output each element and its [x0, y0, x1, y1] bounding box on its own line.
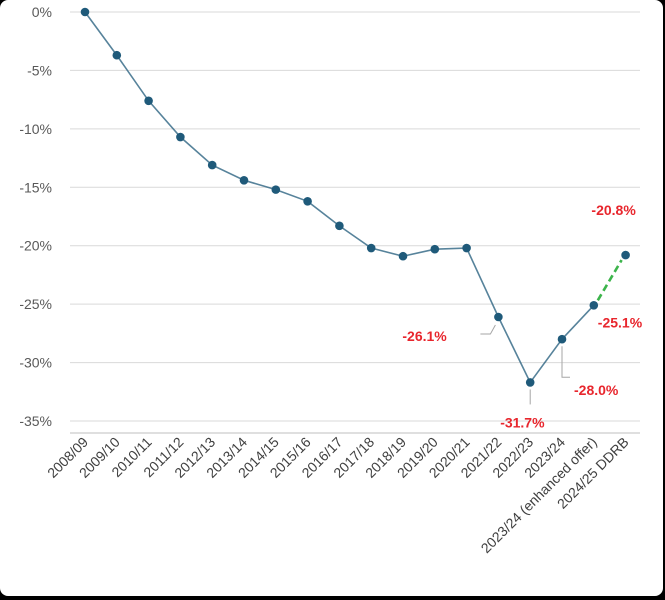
- data-point: [335, 221, 344, 231]
- y-tick-label: -30%: [19, 355, 52, 371]
- data-point: [80, 7, 90, 17]
- data-label: -25.1%: [598, 314, 643, 330]
- data-point: [239, 175, 249, 185]
- data-label: -28.0%: [574, 382, 619, 398]
- data-point: [144, 96, 153, 106]
- y-tick-label: -25%: [19, 296, 52, 312]
- data-points: [80, 7, 630, 387]
- data-point: [525, 378, 535, 387]
- leader-line: [480, 324, 496, 335]
- y-tick-label: 0%: [32, 4, 52, 20]
- data-point: [366, 243, 376, 253]
- y-tick-label: -15%: [19, 179, 52, 195]
- data-point: [557, 334, 567, 344]
- series-lines: [84, 11, 623, 384]
- y-axis-ticks: 0% -5% -10% -15% -20% -25% -30% -35%: [19, 4, 52, 429]
- data-labels: -26.1% -31.7% -28.0% -25.1% -20.8%: [402, 202, 642, 430]
- x-axis-ticks: 2008/092009/102010/112011/122012/132013/…: [44, 434, 632, 556]
- projection-segment: [596, 259, 623, 301]
- data-label: -26.1%: [402, 328, 447, 344]
- y-tick-label: -10%: [19, 121, 52, 137]
- y-tick-label: -5%: [27, 62, 52, 78]
- data-point: [398, 251, 408, 261]
- data-label: -31.7%: [500, 414, 545, 430]
- data-point: [112, 50, 122, 60]
- data-point: [271, 185, 281, 194]
- label-leader-lines: [480, 324, 570, 405]
- gridlines: [70, 11, 640, 422]
- data-point: [589, 301, 599, 310]
- data-label: -20.8%: [591, 202, 636, 218]
- data-point: [462, 243, 471, 253]
- data-point: [303, 197, 312, 206]
- data-point: [621, 250, 630, 260]
- y-tick-label: -20%: [19, 238, 52, 254]
- y-tick-label: -35%: [19, 413, 52, 429]
- data-point: [494, 312, 503, 322]
- leader-line: [561, 346, 570, 378]
- data-point: [430, 244, 440, 254]
- series-line: [84, 11, 595, 384]
- data-point: [176, 132, 185, 142]
- data-point: [207, 160, 217, 170]
